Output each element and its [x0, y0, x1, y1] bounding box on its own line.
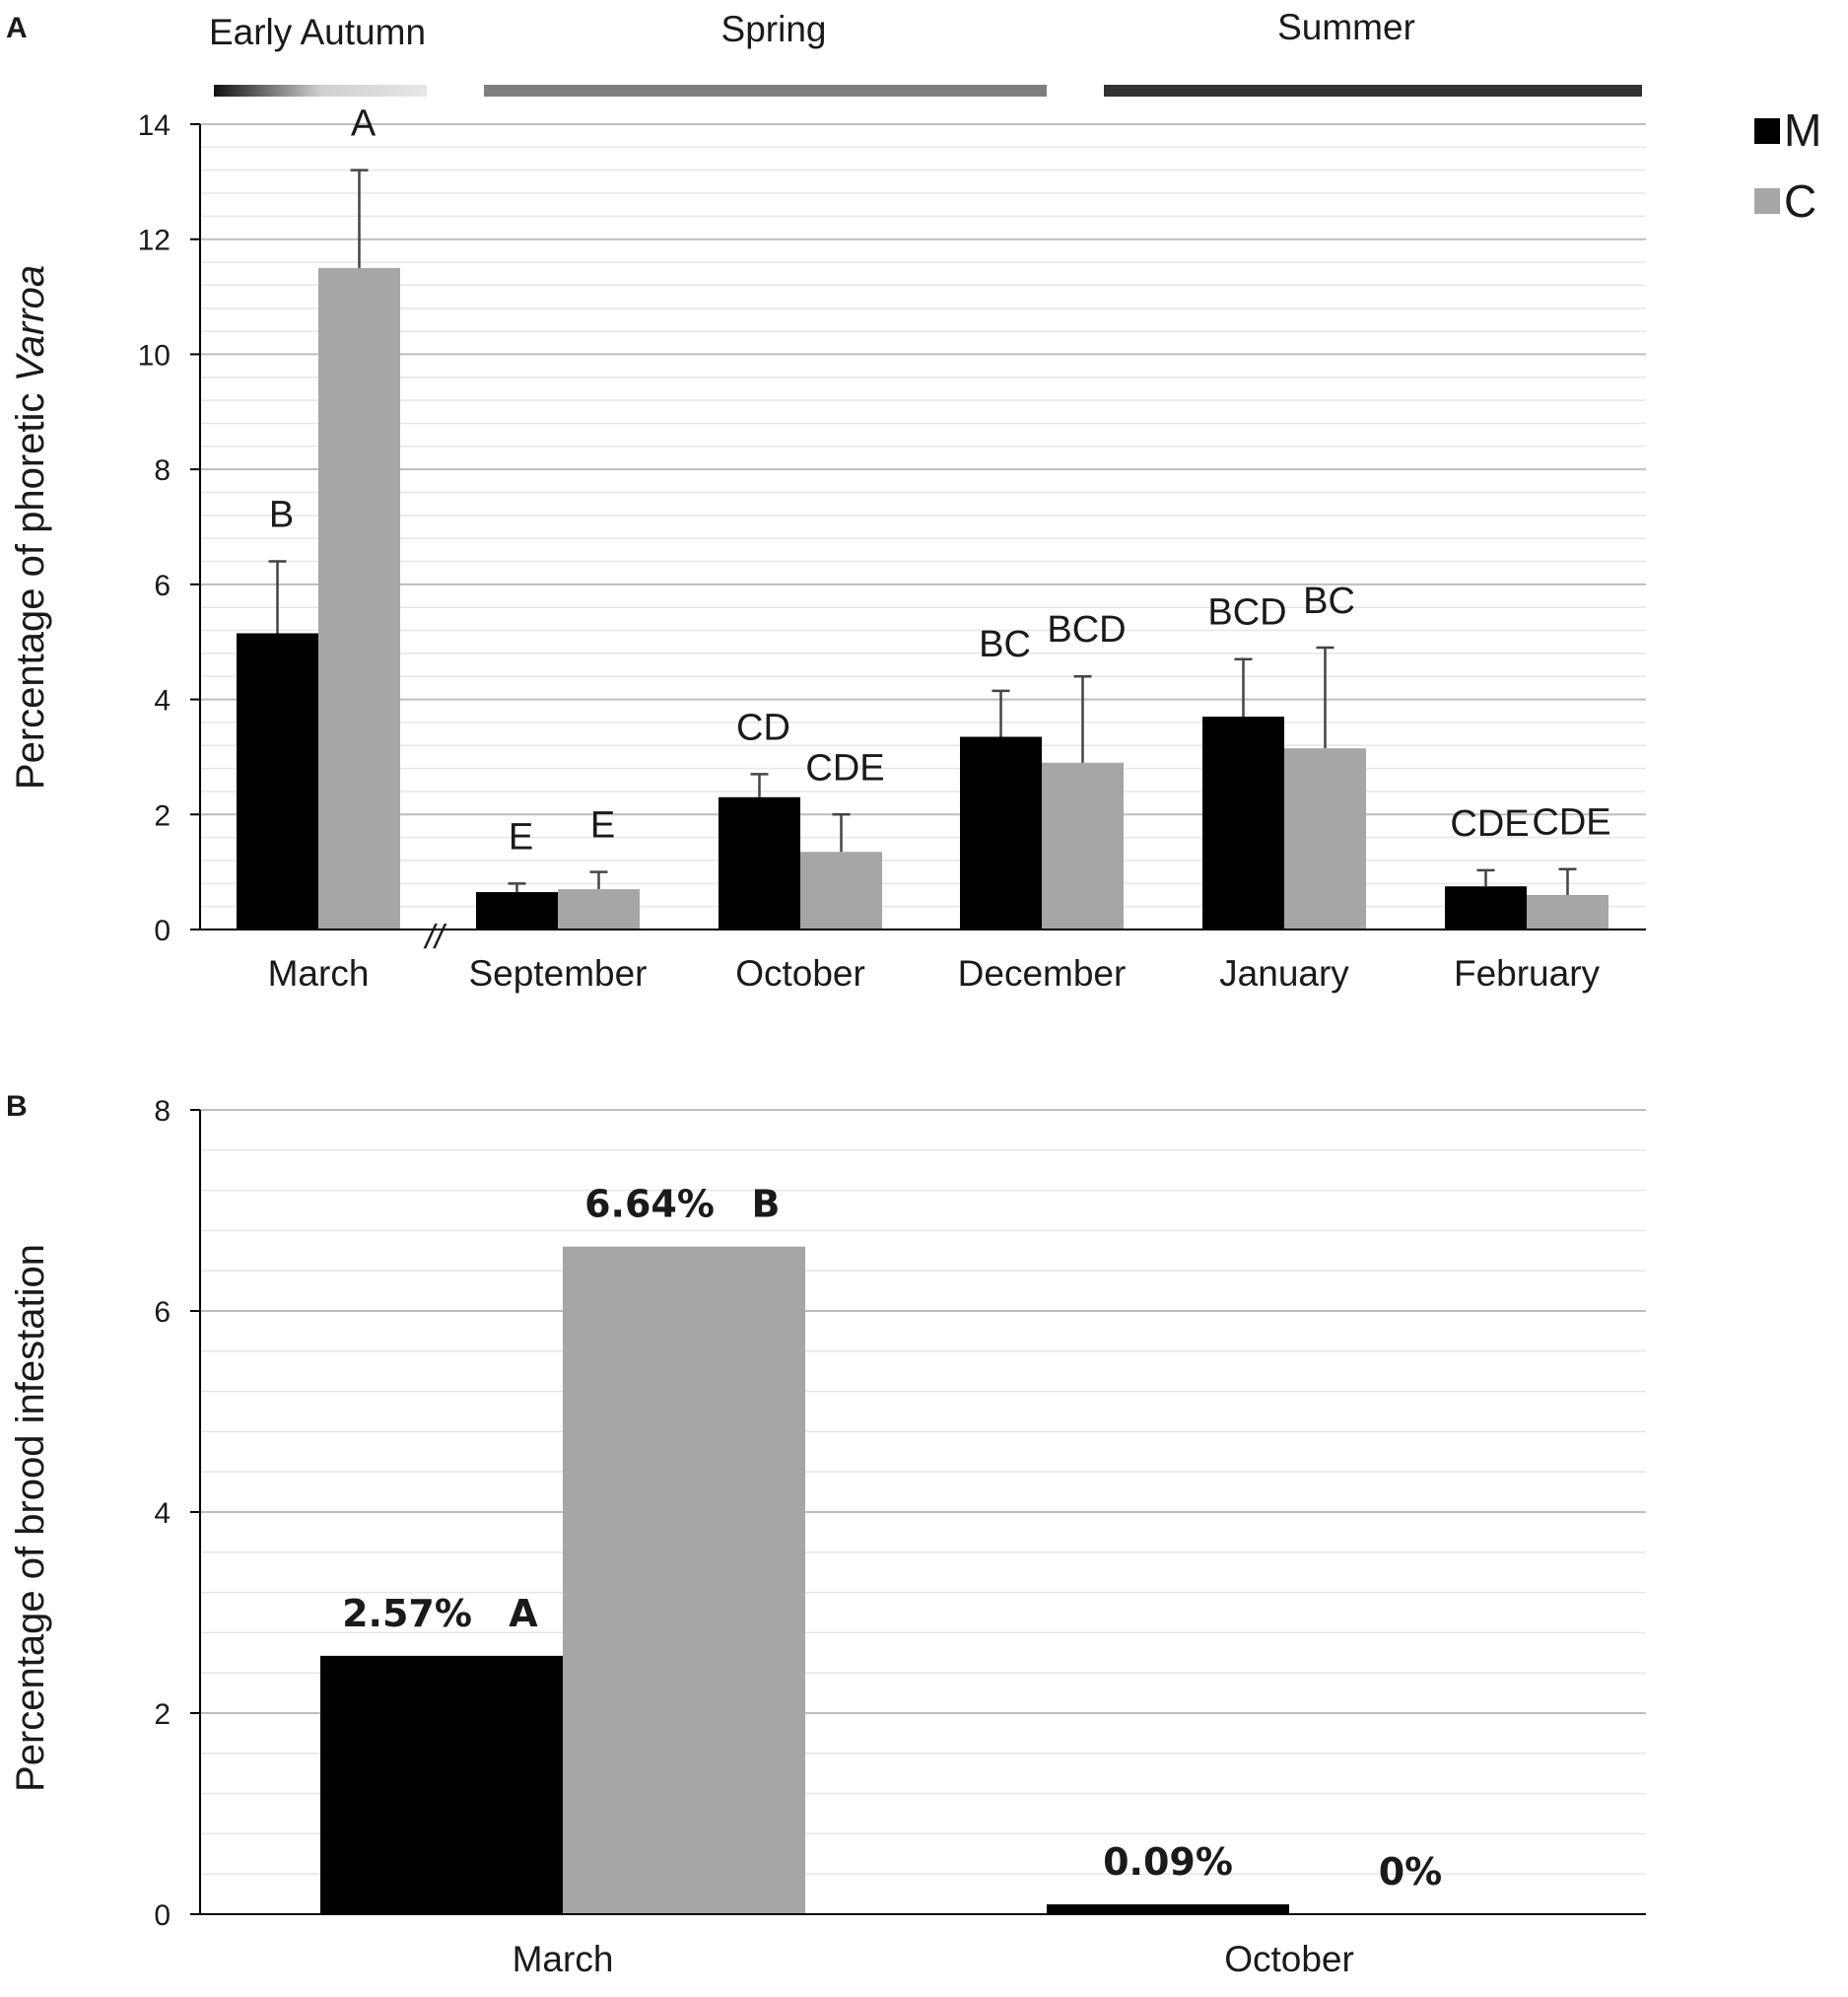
legend-swatch-m — [1754, 118, 1780, 144]
season-early-autumn-label: Early Autumn — [209, 12, 426, 52]
panel-a-tick-label: 14 — [138, 109, 171, 142]
panel-a-y-axis-title-text: Percentage of phoretic — [9, 381, 52, 790]
significance-label: CDE — [805, 747, 884, 789]
season-summer-label: Summer — [1277, 7, 1415, 47]
panel-a-tick-label: 8 — [154, 454, 171, 487]
panel-b-letter: B — [6, 1090, 28, 1123]
x-label-october: October — [1224, 1939, 1354, 1979]
season-early-autumn-bar — [214, 85, 427, 97]
significance-label: CD — [736, 707, 790, 748]
x-label-march: March — [513, 1939, 614, 1979]
panel-a-error-bars — [268, 169, 1577, 895]
significance-label: E — [590, 805, 615, 847]
panel-a-y-ticks: 0 2 4 6 8 10 12 14 — [138, 109, 200, 947]
panel-a-bars — [237, 267, 1608, 930]
x-label-september: September — [469, 953, 648, 994]
panel-b-x-labels: March October — [513, 1939, 1354, 1979]
value-label: 0.09% — [1103, 1840, 1233, 1884]
panel-b-y-ticks: 0 2 4 6 8 — [154, 1095, 200, 1932]
x-label-january: January — [1219, 953, 1349, 994]
panel-b-chart: 0 2 4 6 8 2.57% A 6.64% B 0.09% 0% March October P… — [9, 1095, 1646, 1979]
panel-b-gridlines — [200, 1109, 1646, 1875]
bar-m-october — [719, 796, 800, 930]
bar-m-january — [1202, 717, 1284, 930]
value-label: 2.57% — [342, 1592, 472, 1635]
bar-m-february — [1445, 886, 1527, 930]
significance-label: E — [509, 816, 533, 858]
panel-a-letter: A — [6, 12, 28, 44]
panel-b-y-axis-title: Percentage of brood infestation — [9, 1244, 52, 1792]
panel-b-tick-label: 6 — [154, 1296, 171, 1329]
bar-m-october — [1047, 1904, 1289, 1914]
bar-c-september — [558, 889, 640, 930]
panel-a-tick-label: 4 — [154, 685, 171, 718]
panel-a-tick-label: 2 — [154, 799, 171, 832]
legend-label-c: C — [1784, 175, 1816, 227]
bar-c-february — [1527, 894, 1608, 930]
season-summer-bar — [1104, 85, 1642, 97]
bar-c-january — [1284, 748, 1366, 930]
panel-a-y-axis-title: Percentage of phoretic Varroa — [9, 265, 52, 790]
bar-c-march — [563, 1246, 805, 1914]
bar-c-march — [318, 267, 400, 930]
panel-b-tick-label: 0 — [154, 1899, 171, 1932]
panel-a-tick-label: 10 — [138, 339, 171, 372]
panel-a-gridlines — [200, 123, 1646, 908]
season-header: Early Autumn Spring Summer — [209, 7, 1642, 97]
axis-break-marker: // — [424, 919, 447, 956]
panel-b-tick-label: 4 — [154, 1497, 171, 1530]
legend-label-m: M — [1784, 104, 1821, 156]
legend: M C — [1754, 104, 1821, 227]
significance-label: A — [351, 103, 376, 145]
bar-m-december — [960, 736, 1042, 930]
value-label: 0% — [1379, 1850, 1443, 1894]
panel-a-y-axis-title-italic: Varroa — [9, 265, 52, 382]
bar-m-march — [320, 1655, 563, 1914]
x-label-october: October — [735, 953, 865, 994]
panel-b-tick-label: 2 — [154, 1698, 171, 1731]
significance-label: BCD — [1047, 609, 1126, 651]
bar-c-december — [1042, 762, 1124, 930]
legend-swatch-c — [1754, 188, 1780, 214]
panel-b-value-labels: 2.57% A 6.64% B 0.09% 0% — [342, 1183, 1442, 1894]
panel-a-tick-label: 6 — [154, 570, 171, 602]
significance-label: CDE — [1450, 803, 1529, 845]
significance-label: A — [509, 1592, 538, 1635]
season-spring-label: Spring — [721, 9, 827, 49]
x-label-march: March — [268, 953, 370, 994]
significance-label: CDE — [1532, 802, 1610, 844]
significance-label: BC — [1303, 581, 1355, 622]
bar-m-march — [237, 633, 318, 930]
panel-a-x-labels: March September October December January Febr… — [268, 953, 1601, 994]
bar-m-september — [476, 892, 558, 930]
value-label: 6.64% — [584, 1183, 715, 1226]
season-spring-bar — [484, 85, 1047, 97]
panel-a-tick-label: 0 — [154, 915, 171, 947]
panel-b-bars — [320, 1246, 1289, 1914]
significance-label: BC — [979, 624, 1031, 665]
significance-label: B — [752, 1183, 781, 1226]
significance-label: B — [269, 495, 294, 536]
panel-a-tick-label: 12 — [138, 225, 171, 257]
significance-label: BCD — [1207, 592, 1286, 634]
bar-c-october — [800, 852, 882, 930]
x-label-december: December — [958, 953, 1127, 994]
panel-b-tick-label: 8 — [154, 1095, 171, 1128]
x-label-february: February — [1454, 953, 1601, 994]
